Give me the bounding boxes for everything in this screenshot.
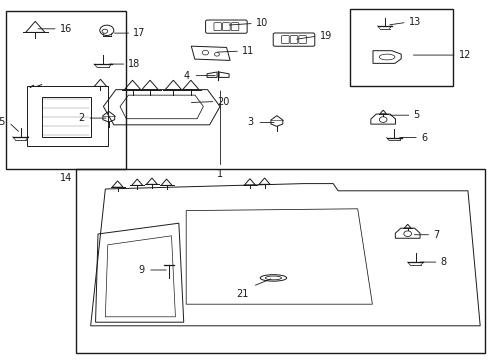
Text: 17: 17 (133, 28, 146, 38)
Text: 16: 16 (60, 24, 72, 34)
Text: 11: 11 (242, 46, 254, 56)
Text: 2: 2 (78, 113, 84, 123)
Bar (350, 9, 453, 86)
Text: 15: 15 (0, 117, 6, 127)
Text: 6: 6 (421, 132, 427, 143)
Text: 20: 20 (218, 96, 230, 107)
Text: 21: 21 (237, 289, 249, 299)
Text: 5: 5 (414, 110, 420, 120)
Text: 13: 13 (409, 17, 421, 27)
Bar (6, 11, 126, 169)
Text: 9: 9 (138, 265, 145, 275)
Bar (42, 97, 91, 137)
Text: 18: 18 (128, 59, 141, 69)
Text: 19: 19 (319, 31, 332, 41)
Text: 4: 4 (184, 71, 190, 81)
Text: 1: 1 (218, 169, 223, 179)
Text: 8: 8 (441, 257, 447, 267)
Bar (27, 86, 108, 146)
Bar (76, 169, 485, 353)
Text: 3: 3 (248, 117, 254, 127)
Text: 7: 7 (433, 230, 440, 240)
Text: 12: 12 (459, 50, 471, 60)
Text: 14: 14 (60, 173, 73, 183)
Text: 10: 10 (256, 18, 268, 28)
